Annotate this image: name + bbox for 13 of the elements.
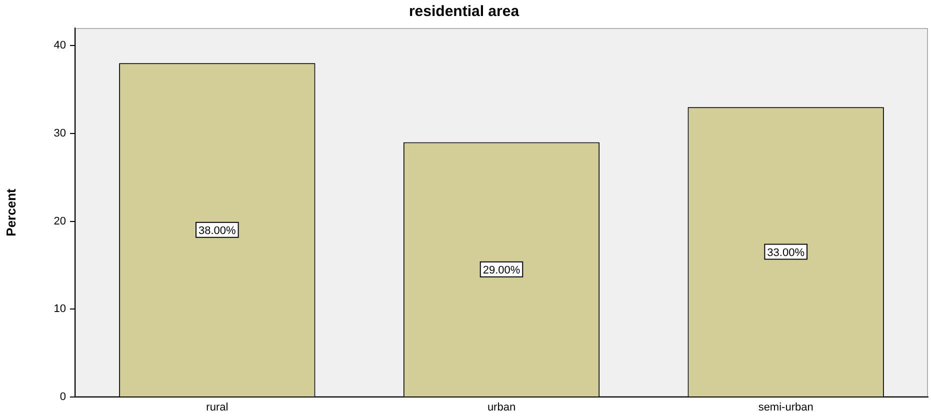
y-tick-label: 40 xyxy=(54,40,66,52)
y-tick-label: 0 xyxy=(60,391,66,404)
x-tick-label: semi-urban xyxy=(758,402,814,414)
data-label: 38.00% xyxy=(198,224,236,237)
x-tick-label: rural xyxy=(206,402,228,414)
y-axis-title: Percent xyxy=(3,188,18,236)
y-tick-label: 10 xyxy=(54,303,66,316)
chart-title: residential area xyxy=(408,3,520,20)
x-tick-label: urban xyxy=(487,402,516,414)
data-label: 29.00% xyxy=(482,264,520,276)
data-label: 33.00% xyxy=(767,246,805,259)
y-tick-label: 20 xyxy=(54,215,66,228)
y-tick-label: 30 xyxy=(54,127,66,140)
